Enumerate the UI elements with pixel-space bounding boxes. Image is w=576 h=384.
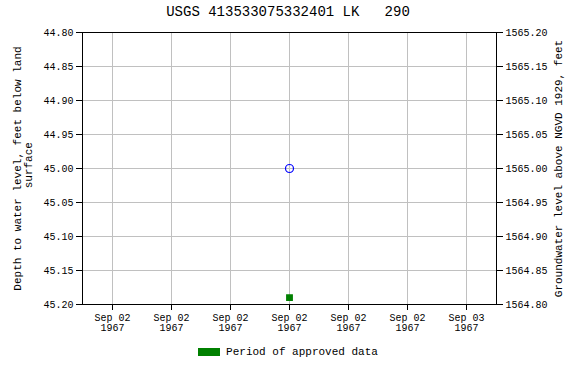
svg-text:Sep 021967: Sep 021967 (153, 313, 189, 334)
svg-text:1565.20: 1565.20 (506, 28, 548, 39)
svg-text:45.10: 45.10 (43, 232, 73, 243)
svg-text:1565.15: 1565.15 (506, 62, 548, 73)
svg-text:Depth to water level, feet bel: Depth to water level, feet below land su… (12, 46, 35, 290)
svg-text:1564.90: 1564.90 (506, 232, 548, 243)
html-text:Period of approved data: Period of approved data (226, 346, 378, 358)
svg-text:1564.85: 1564.85 (506, 266, 548, 277)
svg-text:1564.80: 1564.80 (506, 300, 548, 311)
svg-text:45.00: 45.00 (43, 164, 73, 175)
svg-text:44.85: 44.85 (43, 62, 73, 73)
svg-text:1565.10: 1565.10 (506, 96, 548, 107)
svg-text:Sep 021967: Sep 021967 (389, 313, 425, 334)
svg-text:45.05: 45.05 (43, 198, 73, 209)
svg-text:Sep 021967: Sep 021967 (212, 313, 248, 334)
html-text:USGS 413533075332401 LK 290: USGS 413533075332401 LK 290 (166, 4, 410, 20)
svg-text:1565.05: 1565.05 (506, 130, 548, 141)
svg-text:45.20: 45.20 (43, 300, 73, 311)
svg-text:Sep 021967: Sep 021967 (330, 313, 366, 334)
svg-text:Groundwater level above NGVD 1: Groundwater level above NGVD 1929, feet (553, 40, 565, 297)
svg-text:Sep 031967: Sep 031967 (448, 313, 484, 334)
svg-text:45.15: 45.15 (43, 266, 73, 277)
svg-text:Sep 021967: Sep 021967 (271, 313, 307, 334)
svg-text:Sep 021967: Sep 021967 (94, 313, 130, 334)
svg-text:44.80: 44.80 (43, 28, 73, 39)
svg-text:1564.95: 1564.95 (506, 198, 548, 209)
svg-text:1565.00: 1565.00 (506, 164, 548, 175)
svg-text:44.95: 44.95 (43, 130, 73, 141)
svg-text:44.90: 44.90 (43, 96, 73, 107)
